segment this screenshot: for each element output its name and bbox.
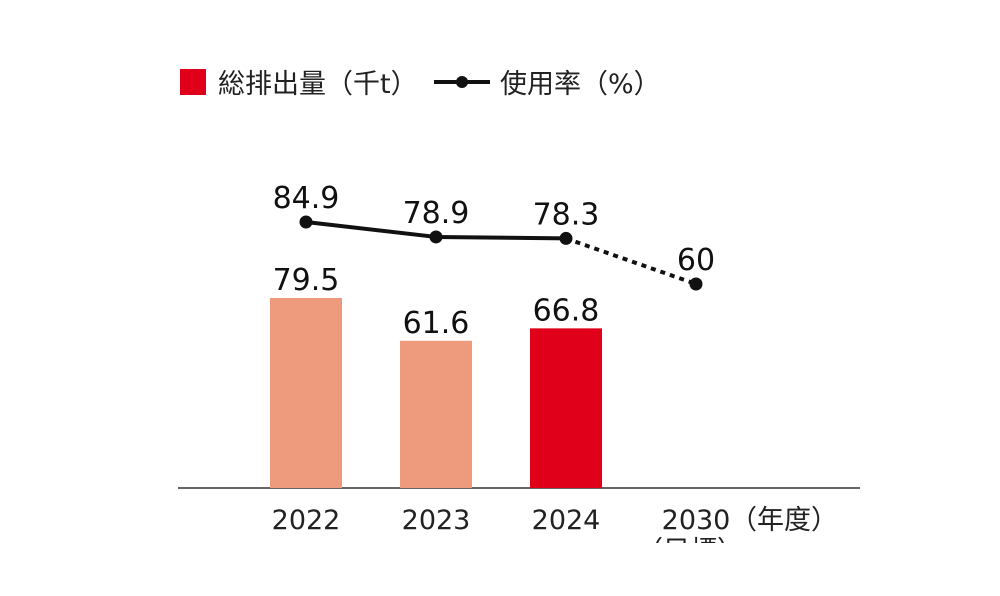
x-tick-2023: 2023 [402,505,471,536]
plot-area: 79.5 61.6 66.8 84.9 78.9 78.3 60 2022 2023 2024 20… [178,181,860,543]
line-label-2024: 78.3 [533,197,600,232]
legend-bar-label: 総排出量（千t） [218,69,418,100]
line-label-2023: 78.9 [403,196,470,231]
legend-line-marker [434,75,490,88]
legend-line-label: 使用率（%） [500,69,661,100]
line-point-2023 [429,230,443,244]
line-segment [435,234,567,241]
line-label-2030: 60 [677,243,715,278]
bar-2023 [400,340,472,488]
chart: 総排出量（千t） 使用率（%） 79.5 61.6 66.8 84.9 78.9 78.3… [178,62,860,543]
bar-label-2023: 61.6 [403,306,470,341]
line-point-2022 [299,215,313,229]
x-unit-label: （年度） [730,505,838,536]
line-segment [305,220,437,239]
bar-label-2022: 79.5 [273,263,340,298]
line-point-2024 [559,231,573,245]
x-tick-2022: 2022 [272,505,341,536]
legend-bar-swatch [180,68,206,95]
line-segment [565,236,697,286]
bar-2024 [530,328,602,488]
line-point-2030 [689,277,703,291]
x-sublabel-2030: （目標） [636,536,744,543]
bar-label-2024: 66.8 [533,293,600,328]
x-tick-2024: 2024 [532,505,601,536]
legend-line: 使用率（%） [432,62,661,101]
legend-bar: 総排出量（千t） [180,62,418,101]
bar-2022 [270,297,342,488]
x-tick-2030: 2030 [662,505,731,536]
line-label-2022: 84.9 [273,181,340,216]
